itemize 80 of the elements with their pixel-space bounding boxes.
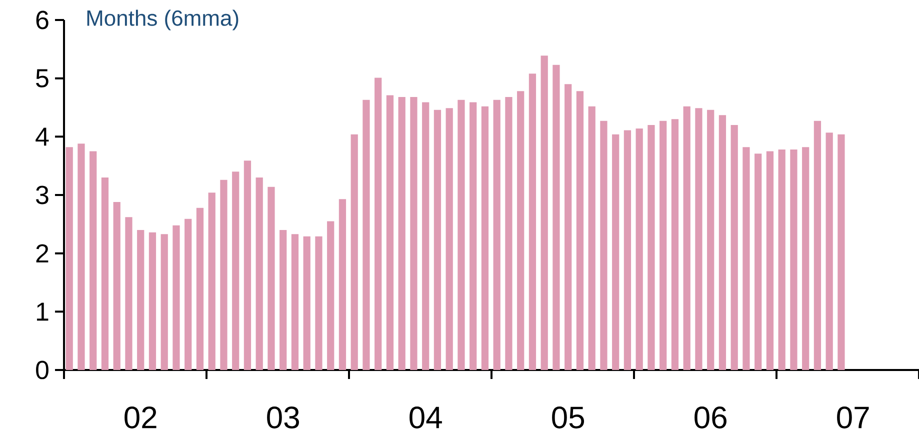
bar xyxy=(422,102,430,370)
bar xyxy=(446,108,453,370)
bar xyxy=(778,149,786,370)
y-tick-label: 2 xyxy=(36,244,48,262)
x-tick-label: 06 xyxy=(694,406,726,428)
bar xyxy=(624,130,632,370)
bar xyxy=(826,132,833,370)
y-tick-label: 4 xyxy=(36,128,49,146)
bar xyxy=(125,217,132,370)
bar xyxy=(540,56,548,370)
bar xyxy=(612,134,620,370)
bar xyxy=(398,96,406,370)
bar xyxy=(196,208,204,370)
bar xyxy=(766,151,774,370)
bar xyxy=(280,230,287,370)
bar xyxy=(683,106,690,370)
bar xyxy=(208,192,216,370)
bar xyxy=(588,106,596,370)
bar xyxy=(101,177,109,370)
bar xyxy=(458,100,465,370)
bar xyxy=(648,124,655,370)
bar xyxy=(268,186,275,370)
x-tick-label: 05 xyxy=(552,406,584,428)
bar xyxy=(184,218,192,370)
bar xyxy=(564,84,572,370)
bar xyxy=(802,147,810,370)
bar xyxy=(172,225,180,370)
bar xyxy=(220,180,228,370)
bar xyxy=(730,124,738,370)
y-tick-label: 5 xyxy=(36,69,48,88)
bar xyxy=(552,64,560,370)
bar xyxy=(362,100,370,370)
bar xyxy=(315,236,322,370)
bar xyxy=(434,110,442,370)
bar xyxy=(742,147,750,370)
bar xyxy=(718,115,726,370)
bar xyxy=(517,91,524,370)
bar xyxy=(814,120,822,370)
bar xyxy=(256,177,263,370)
bar xyxy=(90,151,97,370)
bar xyxy=(386,95,394,370)
bar xyxy=(374,78,382,370)
bar xyxy=(338,199,346,370)
bar xyxy=(695,108,702,370)
bar xyxy=(350,134,358,370)
bar xyxy=(481,106,489,370)
y-axis-title: Months (6mma) xyxy=(87,10,238,30)
y-tick-label: 6 xyxy=(36,10,48,30)
bar xyxy=(244,160,252,370)
x-tick-label: 07 xyxy=(837,406,869,428)
bar xyxy=(303,236,310,370)
bar xyxy=(410,96,418,370)
bar xyxy=(232,172,240,370)
bar xyxy=(493,100,500,370)
bar xyxy=(671,119,679,370)
bar xyxy=(327,221,334,370)
bar xyxy=(790,149,798,370)
bar xyxy=(600,120,608,370)
bar xyxy=(660,120,667,370)
bar xyxy=(528,74,536,370)
bar xyxy=(470,102,477,370)
bar xyxy=(78,144,85,370)
x-tick-label: 04 xyxy=(410,406,442,428)
bar xyxy=(838,134,845,370)
bar xyxy=(160,234,168,370)
bar xyxy=(754,154,762,370)
bar xyxy=(636,128,643,370)
bar xyxy=(505,96,512,370)
y-tick-label: 3 xyxy=(36,186,48,204)
bar xyxy=(707,110,714,370)
x-tick-label: 02 xyxy=(124,406,156,428)
bar xyxy=(137,230,144,370)
bar xyxy=(148,232,156,370)
bar xyxy=(66,147,73,370)
bar xyxy=(113,202,120,370)
y-tick-label: 1 xyxy=(36,302,48,321)
bar xyxy=(291,234,299,370)
y-tick-label: 0 xyxy=(36,360,48,380)
x-tick-label: 03 xyxy=(267,406,299,428)
bar xyxy=(576,91,584,370)
